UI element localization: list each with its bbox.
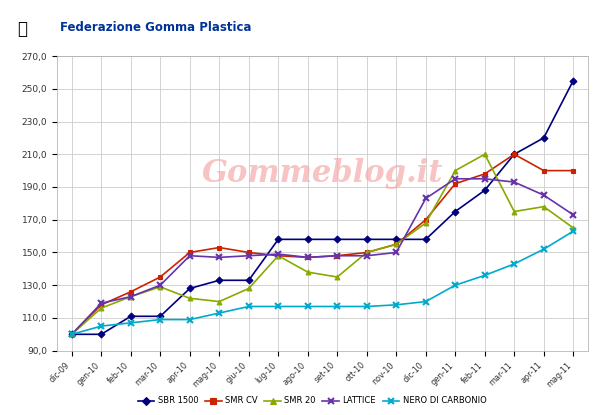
SBR 1500 <box>452 209 459 214</box>
NERO DI CARBONIO <box>481 273 488 278</box>
LATTICE <box>304 255 311 260</box>
NERO DI CARBONIO <box>511 261 518 266</box>
SBR 1500 <box>392 237 400 242</box>
SBR 1500 <box>68 332 76 337</box>
LATTICE <box>245 253 253 258</box>
SMR 20 <box>422 220 430 225</box>
NERO DI CARBONIO <box>304 304 311 309</box>
SMR 20 <box>186 296 193 301</box>
NERO DI CARBONIO <box>127 320 134 325</box>
SBR 1500 <box>569 78 577 83</box>
LATTICE <box>334 253 341 258</box>
NERO DI CARBONIO <box>392 303 400 308</box>
LATTICE <box>98 301 105 306</box>
SMR CV <box>511 152 518 157</box>
NERO DI CARBONIO <box>275 304 282 309</box>
SMR CV <box>245 250 253 255</box>
Text: 🦅: 🦅 <box>17 20 28 38</box>
SMR CV <box>422 217 430 222</box>
SMR CV <box>68 332 76 337</box>
LATTICE <box>569 212 577 217</box>
SMR CV <box>186 250 193 255</box>
LATTICE <box>422 196 430 201</box>
Line: SMR CV: SMR CV <box>70 152 575 337</box>
SBR 1500 <box>540 135 547 140</box>
Legend: SBR 1500, SMR CV, SMR 20, LATTICE, NERO DI CARBONIO: SBR 1500, SMR CV, SMR 20, LATTICE, NERO … <box>134 393 490 409</box>
LATTICE <box>157 283 164 288</box>
SMR 20 <box>540 204 547 209</box>
SMR CV <box>334 253 341 258</box>
SBR 1500 <box>304 237 311 242</box>
Text: Federazione Gomma Plastica: Federazione Gomma Plastica <box>60 21 251 34</box>
NERO DI CARBONIO <box>98 324 105 329</box>
SMR 20 <box>215 299 223 304</box>
SMR CV <box>215 245 223 250</box>
SMR 20 <box>98 305 105 310</box>
NERO DI CARBONIO <box>68 332 76 337</box>
LATTICE <box>68 332 76 337</box>
SMR 20 <box>68 332 76 337</box>
SMR CV <box>363 250 370 255</box>
SMR CV <box>98 303 105 308</box>
SMR 20 <box>511 209 518 214</box>
SMR CV <box>569 168 577 173</box>
LATTICE <box>275 251 282 256</box>
NERO DI CARBONIO <box>569 229 577 234</box>
NERO DI CARBONIO <box>245 304 253 309</box>
LATTICE <box>127 294 134 299</box>
SBR 1500 <box>186 286 193 291</box>
SMR 20 <box>363 250 370 255</box>
Text: Gommeblog.it: Gommeblog.it <box>202 159 443 189</box>
Line: SBR 1500: SBR 1500 <box>70 78 575 337</box>
LATTICE <box>540 193 547 198</box>
NERO DI CARBONIO <box>215 310 223 315</box>
LATTICE <box>215 255 223 260</box>
SMR 20 <box>245 286 253 291</box>
SMR 20 <box>157 284 164 289</box>
SMR CV <box>392 242 400 247</box>
LATTICE <box>481 176 488 181</box>
SMR 20 <box>334 275 341 280</box>
SMR CV <box>452 181 459 186</box>
SMR 20 <box>452 168 459 173</box>
SMR CV <box>275 253 282 258</box>
LATTICE <box>186 253 193 258</box>
NERO DI CARBONIO <box>363 304 370 309</box>
SMR CV <box>540 168 547 173</box>
SBR 1500 <box>245 278 253 283</box>
SMR 20 <box>569 225 577 230</box>
SMR CV <box>481 171 488 176</box>
SMR 20 <box>304 270 311 275</box>
SMR CV <box>127 289 134 294</box>
NERO DI CARBONIO <box>422 299 430 304</box>
Line: LATTICE: LATTICE <box>68 176 577 337</box>
NERO DI CARBONIO <box>334 304 341 309</box>
NERO DI CARBONIO <box>540 247 547 251</box>
SMR CV <box>157 275 164 280</box>
SBR 1500 <box>511 152 518 157</box>
SMR 20 <box>481 152 488 157</box>
SBR 1500 <box>422 237 430 242</box>
NERO DI CARBONIO <box>157 317 164 322</box>
LATTICE <box>511 180 518 185</box>
Line: NERO DI CARBONIO: NERO DI CARBONIO <box>68 228 577 337</box>
SBR 1500 <box>127 314 134 319</box>
LATTICE <box>363 253 370 258</box>
Line: SMR 20: SMR 20 <box>70 152 575 337</box>
LATTICE <box>452 176 459 181</box>
SMR 20 <box>127 294 134 299</box>
SBR 1500 <box>481 188 488 193</box>
SMR 20 <box>392 242 400 247</box>
SBR 1500 <box>363 237 370 242</box>
SBR 1500 <box>157 314 164 319</box>
NERO DI CARBONIO <box>186 317 193 322</box>
SBR 1500 <box>215 278 223 283</box>
SBR 1500 <box>334 237 341 242</box>
SMR 20 <box>275 253 282 258</box>
NERO DI CARBONIO <box>452 283 459 288</box>
SMR CV <box>304 255 311 260</box>
LATTICE <box>392 250 400 255</box>
SBR 1500 <box>98 332 105 337</box>
SBR 1500 <box>275 237 282 242</box>
